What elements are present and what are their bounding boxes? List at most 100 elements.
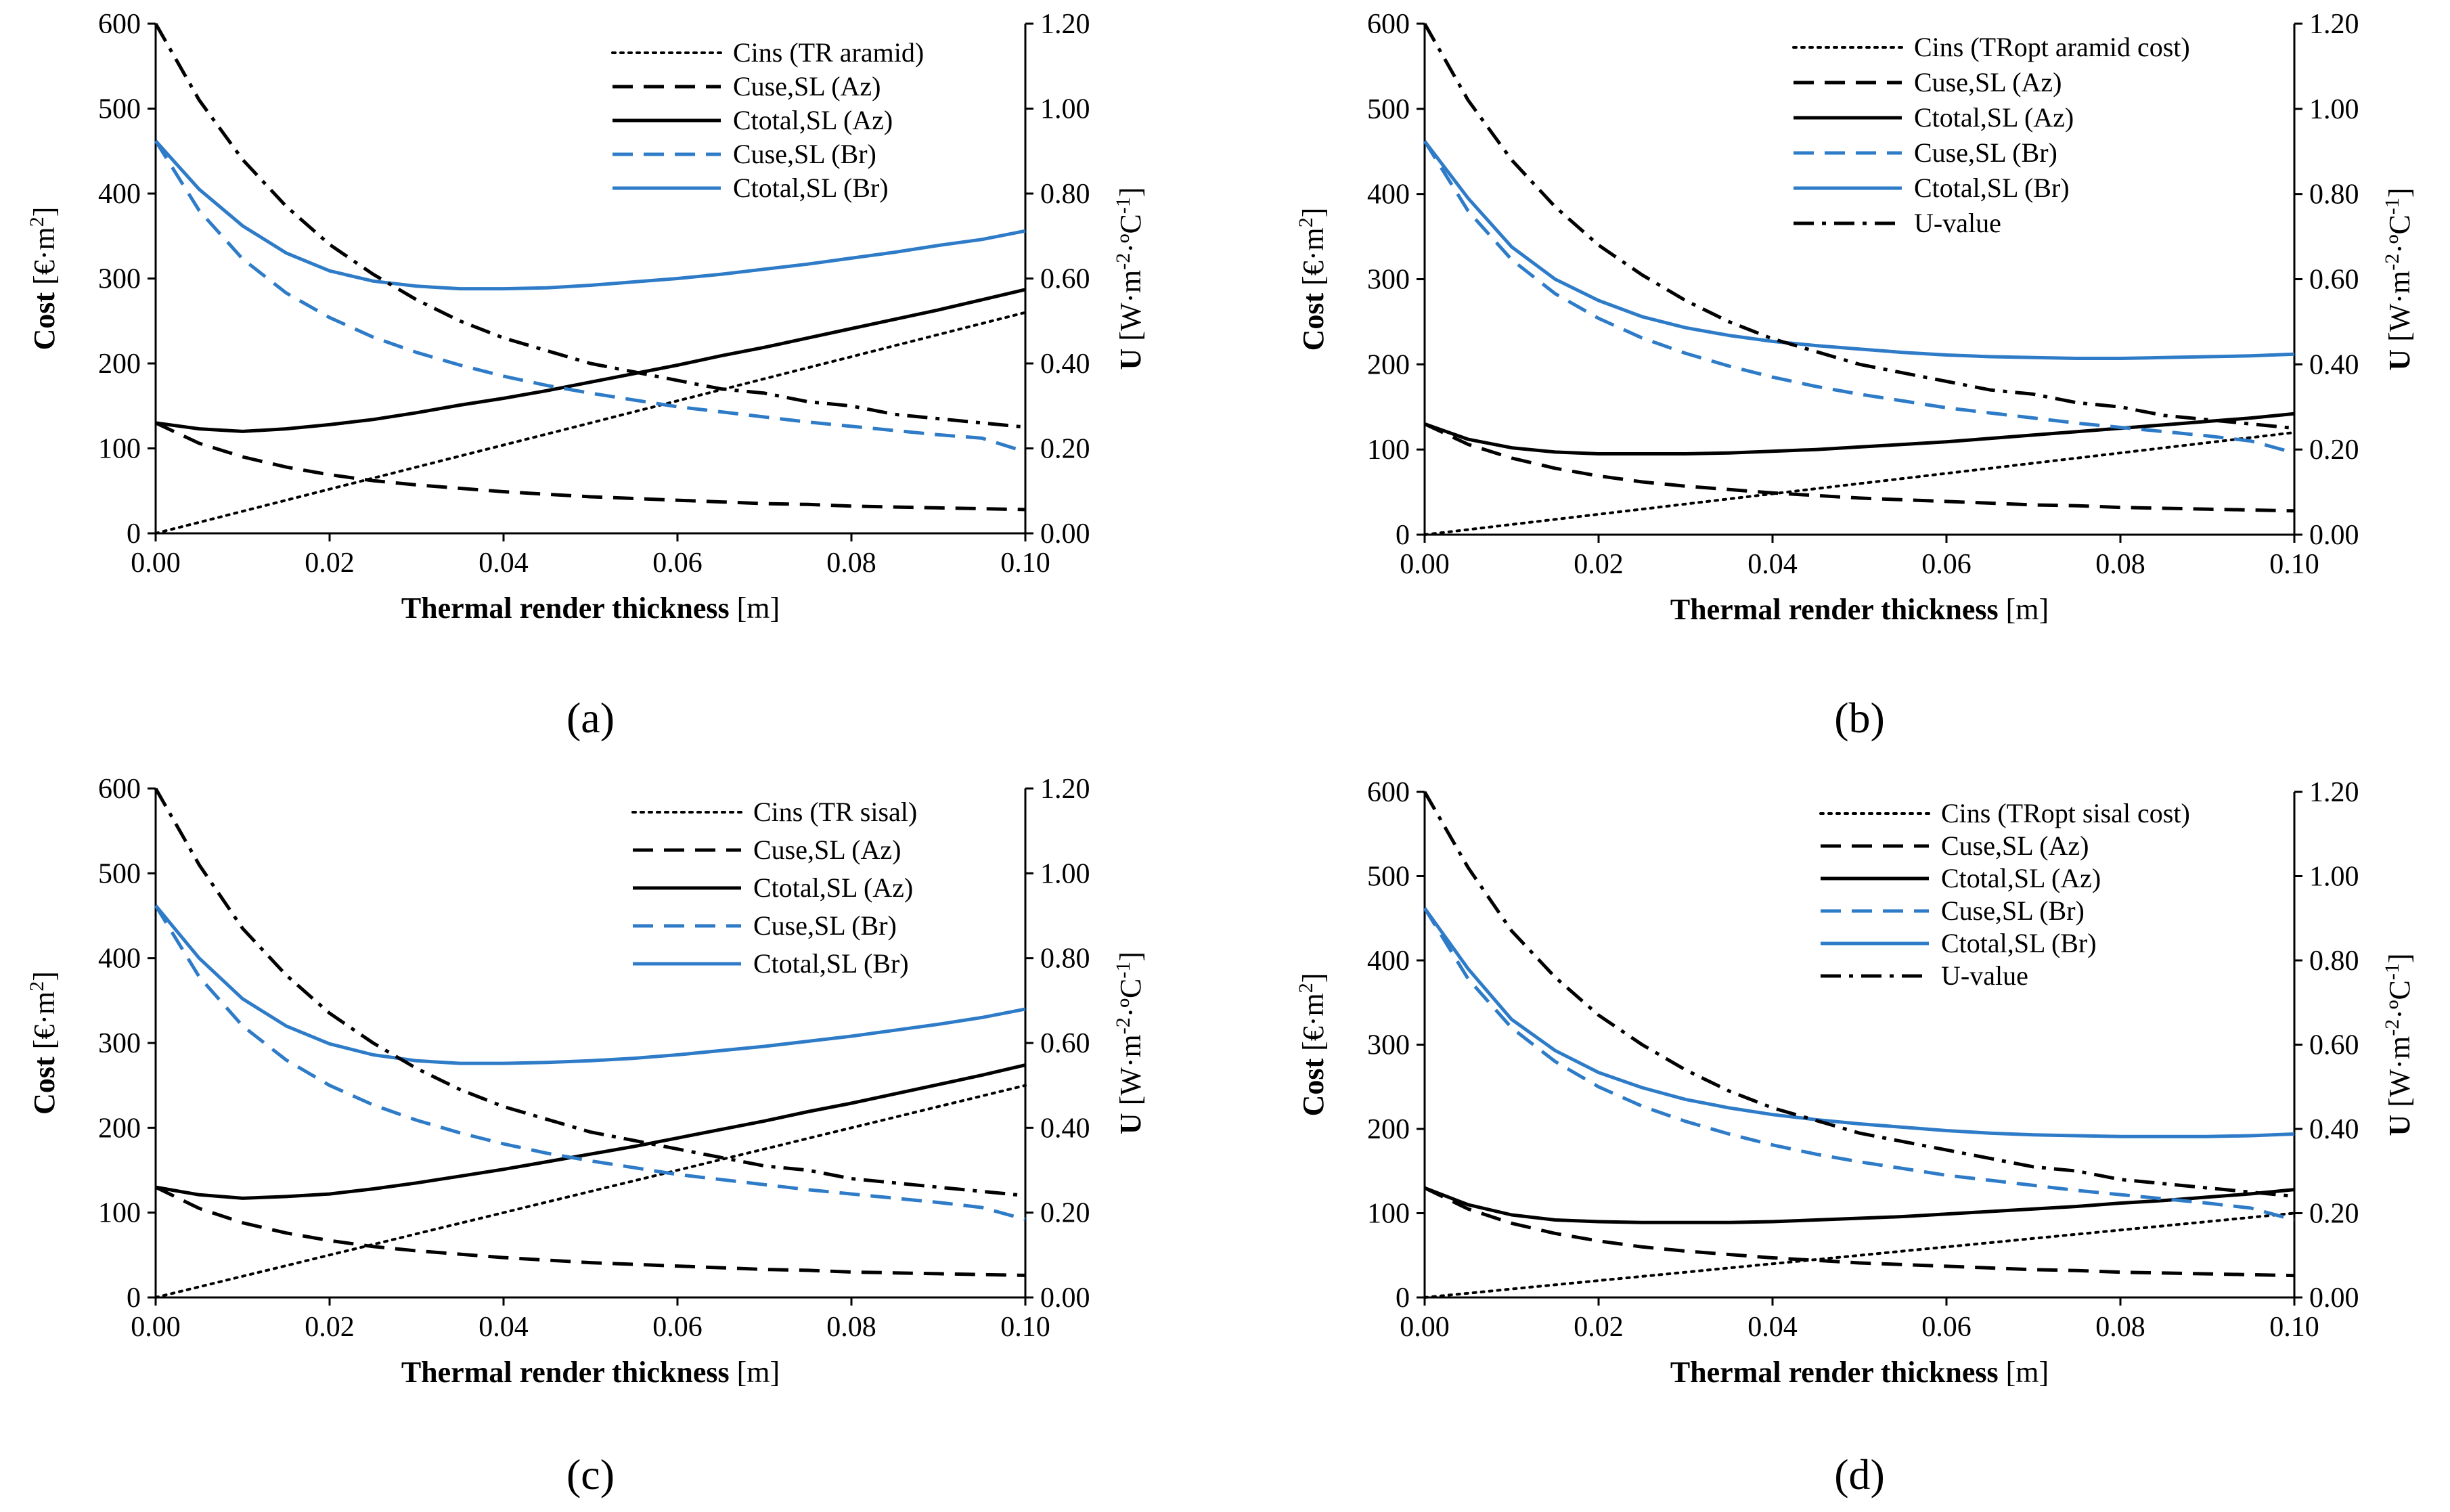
legend-entry: Ctotal,SL (Br) (1941, 928, 2097, 958)
y-tick-label: 0 (1396, 1283, 1410, 1314)
legend-entry: Ctotal,SL (Az) (1914, 102, 2074, 133)
legend-entry: Cuse,SL (Az) (733, 71, 881, 102)
x-tick-label: 0.04 (1747, 549, 1798, 580)
y2-tick-label: 1.00 (1040, 858, 1090, 889)
legend-entry: Cins (TRopt sisal cost) (1941, 798, 2190, 828)
y2-tick-label: 1.00 (2309, 862, 2359, 893)
y-tick-label: 100 (1367, 435, 1410, 466)
series-line-cuse-sl-br (1423, 907, 2295, 1222)
series-line-u-value (154, 22, 1026, 429)
legend-entry: Cuse,SL (Az) (1914, 67, 2062, 97)
legend-entry: Cuse,SL (Br) (1941, 895, 2085, 926)
y2-tick-label: 0.20 (1040, 434, 1090, 465)
y-tick-label: 600 (1367, 9, 1410, 40)
y-tick-label: 100 (1367, 1199, 1410, 1230)
chart-panel-b: 0.00 0.02 0.04 0.06 0.08 0.10 0 100 200 300 400 500… (1295, 9, 2417, 742)
y-tick-label: 600 (98, 9, 141, 40)
legend-entry: Ctotal,SL (Br) (733, 173, 889, 203)
x-tick-label: 0.02 (1574, 549, 1624, 580)
y2-tick-label: 1.20 (1040, 774, 1090, 805)
y-tick-label: 300 (1367, 1030, 1410, 1061)
legend-entry: Ctotal,SL (Br) (1914, 173, 2070, 203)
y-tick-label: 400 (98, 179, 141, 210)
y-tick-label: 500 (98, 94, 141, 125)
x-tick-label: 0.06 (652, 548, 703, 579)
x-tick-label: 0.02 (305, 548, 355, 579)
series-line-cins-tropt-aramid-cost (1423, 431, 2296, 536)
series-line-cuse-sl-az (154, 1185, 1026, 1277)
x-tick-label: 0.00 (131, 548, 181, 579)
chart-panel-d: 0.00 0.02 0.04 0.06 0.08 0.10 0 100 200 300 400 500… (1295, 777, 2417, 1498)
y2-tick-label: 0.00 (1040, 518, 1090, 550)
y2-tick-label: 1.20 (2309, 777, 2359, 808)
x-tick-label: 0.08 (2095, 549, 2145, 580)
y2-tick-label: 0.80 (1040, 943, 1090, 975)
series-line-cuse-sl-br (154, 904, 1026, 1222)
y2-tick-label: 0.20 (2309, 435, 2359, 466)
y-tick-label: 500 (1367, 94, 1410, 125)
x-tick-label: 0.10 (1000, 548, 1050, 579)
y-tick-label: 0 (127, 1283, 141, 1314)
y-tick-label: 400 (1367, 179, 1410, 210)
x-tick-label: 0.08 (826, 1312, 876, 1343)
chart-panel-a: 0.00 0.02 0.04 0.06 0.08 0.10 0 100 200 300 400 500… (26, 9, 1148, 742)
legend-entry: U-value (1914, 208, 2001, 238)
y2-tick-label: 0.40 (1040, 349, 1090, 380)
series-line-ctotal-sl-br (154, 904, 1026, 1065)
series-line-u-value (1423, 22, 2295, 430)
legend-entry: Ctotal,SL (Az) (753, 872, 913, 903)
legend: Cins (TR aramid)Cuse,SL (Az)Ctotal,SL (A… (611, 37, 924, 203)
legend-entry: Cuse,SL (Br) (733, 139, 876, 169)
legend-entry: Cuse,SL (Az) (1941, 830, 2089, 861)
legend-entry: U-value (1941, 960, 2028, 991)
y2-tick-label: 0.80 (1040, 179, 1090, 210)
x-tick-label: 0.02 (305, 1312, 355, 1343)
legend: Cins (TR sisal) Cuse,SL (Az) Ctotal,SL (Az… (631, 797, 917, 979)
x-tick-label: 0.02 (1574, 1312, 1624, 1343)
y-tick-label: 200 (1367, 349, 1410, 380)
panel-label: (c) (566, 1450, 615, 1498)
y2-tick-label: 1.00 (1040, 94, 1090, 125)
y2-tick-label: 0.60 (2309, 1030, 2359, 1061)
y2-tick-label: 0.40 (2309, 349, 2359, 380)
legend-entry: Cuse,SL (Br) (1914, 137, 2057, 168)
y2-tick-label: 0.00 (2309, 520, 2359, 551)
series-line-cins-tr-sisal (154, 1084, 1027, 1299)
series-line-ctotal-sl-az (1424, 412, 2295, 455)
x-axis-label: Thermal render thickness [m] (401, 592, 780, 625)
y-tick-label: 300 (98, 1028, 141, 1059)
x-axis-label: Thermal render thickness [m] (1670, 593, 2049, 626)
series-line-cuse-sl-az (1423, 1186, 2295, 1278)
y2-tick-label: 0.00 (1040, 1283, 1090, 1314)
y2-tick-label: 1.00 (2309, 94, 2359, 125)
y2-tick-label: 0.60 (2309, 265, 2359, 296)
x-tick-label: 0.04 (1747, 1312, 1798, 1343)
x-tick-label: 0.08 (2095, 1312, 2145, 1343)
y2-axis-label: U [W·m-2·ºC-1] (2381, 953, 2417, 1136)
series-line-u-value (1423, 791, 2295, 1199)
series-line-ctotal-sl-az (155, 288, 1026, 433)
y-tick-label: 200 (98, 1113, 141, 1144)
series-line-ctotal-sl-br (154, 139, 1026, 291)
panel-label: (a) (566, 694, 615, 742)
x-tick-label: 0.00 (1400, 549, 1450, 580)
legend-entry: Ctotal,SL (Br) (753, 948, 909, 979)
legend-entry: Cins (TR aramid) (733, 37, 924, 68)
x-tick-label: 0.10 (2269, 549, 2319, 580)
series-line-cuse-sl-az (154, 421, 1026, 512)
legend: Cins (TRopt sisal cost)Cuse,SL (Az) Ctota… (1819, 798, 2190, 991)
y-tick-label: 300 (98, 264, 141, 295)
legend-entry: Cuse,SL (Br) (753, 910, 897, 941)
series-line-cuse-sl-az (1423, 422, 2295, 513)
series-line-ctotal-sl-br (1423, 907, 2295, 1138)
y-tick-label: 100 (98, 1198, 141, 1229)
legend: Cins (TRopt aramid cost) Cuse,SL (Az) Ctot… (1792, 32, 2190, 238)
y2-axis-label: U [W·m-2·ºC-1] (2381, 187, 2417, 370)
series-line-cuse-sl-br (154, 139, 1026, 453)
y-tick-label: 0 (127, 518, 141, 550)
x-tick-label: 0.06 (1921, 1312, 1972, 1343)
y2-tick-label: 0.20 (1040, 1198, 1090, 1229)
panel-label: (b) (1834, 694, 1885, 742)
series-line-cins-tr-aramid (154, 311, 1027, 535)
